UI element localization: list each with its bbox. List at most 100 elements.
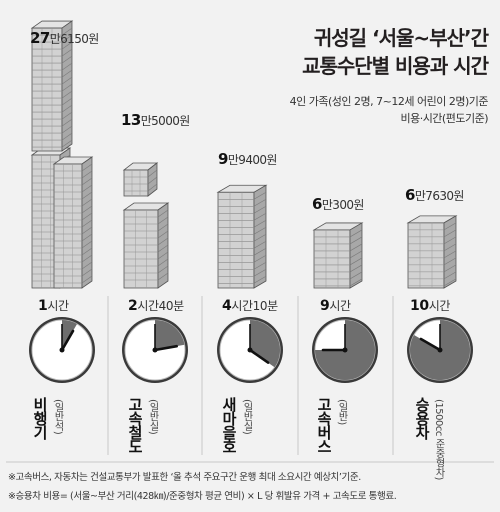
footnote-1: ※고속버스, 자동차는 건설교통부가 발표한 ‘올 추석 주요구간 운행 최대 … xyxy=(8,472,361,483)
building-ktx-base-side-line xyxy=(157,272,169,281)
mode-sub-ktx: (일반실) xyxy=(147,399,158,435)
clock-hour-hand-4 xyxy=(419,337,442,352)
building-ktx-base-side-line xyxy=(157,265,169,274)
building-airplane-top-side-line xyxy=(61,62,73,71)
building-bus-side-line xyxy=(349,250,363,259)
cost-label-saemaeul: 9만9400원 xyxy=(218,150,277,168)
building-airplane-top-side-line xyxy=(61,69,73,78)
clock-center-4 xyxy=(437,347,443,353)
building-bus xyxy=(312,222,364,289)
building-car-side-line xyxy=(443,222,457,231)
building-airplane-top-side-line xyxy=(61,90,73,99)
mode-sub-saemaeul: (일반실) xyxy=(241,399,252,435)
building-airplane-top-side-line xyxy=(61,76,73,85)
cost-label-bus: 6만300원 xyxy=(312,195,364,213)
clock-sector-2 xyxy=(250,320,281,368)
building-airplane-top-side-line xyxy=(61,111,73,120)
building-saemaeul-side-line xyxy=(253,255,267,263)
building-airplane-right-side-line xyxy=(81,177,93,186)
building-airplane-top-side-line xyxy=(61,97,73,106)
building-airplane-right-side-line xyxy=(81,184,93,193)
building-airplane-top-side-line xyxy=(61,48,73,57)
building-bus-front xyxy=(313,229,351,289)
building-airplane-top-front xyxy=(31,27,63,152)
building-ktx-base-side-line xyxy=(157,258,169,267)
building-ktx-top-side-line xyxy=(147,169,158,178)
title-line1: 귀성길 ‘서울~부산’간 xyxy=(313,26,489,50)
building-airplane-top-side-line xyxy=(61,125,73,134)
building-saemaeul-side-line xyxy=(253,220,267,228)
building-airplane-right-side-line xyxy=(81,254,93,263)
clock-center-1 xyxy=(152,347,158,353)
building-car-side-line xyxy=(443,250,457,259)
building-ktx-base-side-line xyxy=(157,244,169,253)
time-label-bus: 9시간 xyxy=(320,298,351,314)
mode-name-airplane: 비행기 xyxy=(31,397,49,439)
building-saemaeul-side xyxy=(253,184,267,289)
building-airplane-right-side-line xyxy=(81,198,93,207)
cost-label-ktx: 13만5000원 xyxy=(121,111,190,129)
time-label-saemaeul: 4시간10분 xyxy=(222,298,278,314)
building-airplane-right-side-line xyxy=(81,275,93,284)
building-ktx-base xyxy=(122,202,170,289)
clock-sector-1 xyxy=(155,320,185,350)
clock-center-2 xyxy=(247,347,253,353)
building-airplane-top-side-line xyxy=(61,132,73,141)
building-saemaeul-side-line xyxy=(253,248,267,256)
building-airplane-top xyxy=(30,20,74,152)
mode-name-ktx: 고속철도 xyxy=(126,397,144,453)
time-label-ktx: 2시간40분 xyxy=(128,298,184,314)
building-airplane-right-side-line xyxy=(81,170,93,179)
title-line2: 교통수단별 비용과 시간 xyxy=(302,54,489,78)
time-label-airplane: 1시간 xyxy=(38,298,69,314)
building-airplane-right-side-line xyxy=(81,191,93,200)
building-airplane-right-side-line xyxy=(81,268,93,277)
building-bus-side-line xyxy=(349,229,363,238)
building-airplane-right-side xyxy=(81,156,93,289)
building-airplane-top-side xyxy=(61,20,73,152)
building-saemaeul-side-line xyxy=(253,206,267,214)
building-car-side-line xyxy=(443,264,457,273)
building-ktx-base-side-line xyxy=(157,237,169,246)
building-saemaeul-side-line xyxy=(253,262,267,270)
building-ktx-base-front xyxy=(123,209,159,289)
building-car-side-line xyxy=(443,236,457,245)
building-car-front xyxy=(407,222,445,289)
building-saemaeul-side-line xyxy=(253,213,267,221)
building-ktx-base-side-line xyxy=(157,216,169,225)
building-bus-side-line xyxy=(349,243,363,252)
footnote-2: ※승용차 비용= (서울~부산 거리(428㎞)/준중형차 평균 연비) × L… xyxy=(8,491,397,502)
building-saemaeul-front xyxy=(217,191,255,289)
building-airplane-right-side-line xyxy=(81,205,93,214)
building-saemaeul-side-line xyxy=(253,192,267,200)
building-airplane-top-side-line xyxy=(61,55,73,64)
building-saemaeul-side-line xyxy=(253,199,267,207)
building-ktx-top-side-line xyxy=(147,183,158,192)
building-saemaeul-side-line xyxy=(253,227,267,235)
mode-name-bus: 고속버스 xyxy=(315,397,333,453)
building-saemaeul-side-line xyxy=(253,269,267,277)
building-airplane-top-side-line xyxy=(61,83,73,92)
building-car-side-line xyxy=(443,229,457,238)
building-ktx-base-side-line xyxy=(157,209,169,218)
cost-label-car: 6만7630원 xyxy=(405,186,464,204)
mode-sub-airplane: (일반석) xyxy=(52,399,63,435)
building-airplane-top-side-line xyxy=(61,41,73,50)
subtitle-line1: 4인 가족(성인 2명, 7~12세 어린이 2명)기준 xyxy=(289,95,489,108)
building-airplane-right-side-line xyxy=(81,219,93,228)
building-airplane-right-side-line xyxy=(81,163,93,172)
building-bus-side-line xyxy=(349,264,363,273)
building-car-side-line xyxy=(443,243,457,252)
building-ktx-top-front xyxy=(123,169,149,197)
mode-name-car: 승용차 xyxy=(413,397,431,439)
building-airplane-top-side-line xyxy=(61,139,73,148)
mode-sub-car: (1500cc 준중형차) xyxy=(433,399,444,480)
clock-center-3 xyxy=(342,347,348,353)
building-ktx-top-side xyxy=(147,162,158,197)
time-label-car: 10시간 xyxy=(410,298,450,314)
building-bus-side-line xyxy=(349,278,363,287)
building-airplane-right-side-line xyxy=(81,212,93,221)
building-ktx-top xyxy=(122,162,159,197)
